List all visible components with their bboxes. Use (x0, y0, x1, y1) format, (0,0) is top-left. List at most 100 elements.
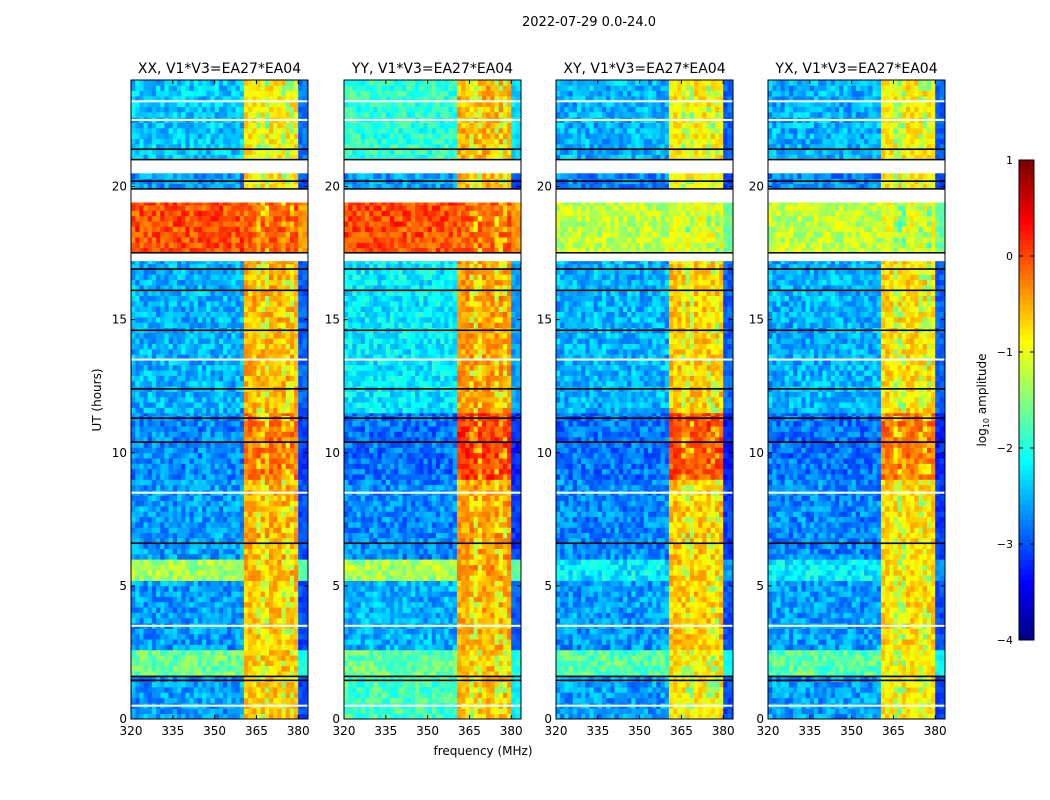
heatmap-cell (273, 237, 278, 243)
heatmap-cell (269, 311, 274, 318)
heatmap-cell (243, 532, 249, 539)
heatmap-cell (273, 183, 278, 190)
heatmap-cell (273, 231, 278, 238)
heatmap-cell (214, 601, 220, 608)
heatmap-cell (172, 311, 178, 318)
heatmap-cell (156, 348, 161, 355)
heatmap-cell (206, 274, 211, 281)
heatmap-cell (164, 649, 169, 656)
heatmap-cell (185, 468, 190, 475)
heatmap-cell (168, 500, 174, 507)
heatmap-cell (181, 317, 186, 323)
heatmap-cell (143, 173, 149, 179)
heatmap-cell (243, 138, 249, 145)
heatmap-cell (264, 474, 270, 480)
heatmap-cell (160, 548, 165, 555)
heatmap-cell (248, 548, 253, 555)
heatmap-cell (231, 458, 236, 464)
heatmap-cell (160, 210, 165, 217)
heatmap-cell (294, 452, 299, 459)
heatmap-cell (197, 112, 203, 118)
heatmap-cell (285, 644, 291, 651)
heatmap-cell (302, 332, 307, 339)
heatmap-cell (298, 601, 303, 608)
heatmap-cell (160, 375, 165, 382)
heatmap-cell (248, 80, 253, 86)
heatmap-cell (252, 569, 257, 576)
heatmap-cell (206, 231, 211, 238)
heatmap-cell (202, 306, 207, 312)
heatmap-cell (235, 676, 241, 683)
heatmap-cell (298, 205, 303, 211)
heatmap-cell (218, 681, 224, 688)
heatmap-cell (160, 537, 165, 544)
heatmap-cell (298, 261, 303, 265)
heatmap-cell (302, 269, 307, 275)
heatmap-cell (214, 617, 220, 624)
heatmap-cell (139, 338, 144, 344)
heatmap-cell (156, 274, 161, 281)
heatmap-cell (189, 585, 195, 592)
heatmap-cell (214, 247, 220, 254)
heatmap-cell (227, 463, 232, 470)
heatmap-cell (156, 143, 161, 150)
heatmap-cell (210, 261, 215, 265)
heatmap-cell (218, 596, 224, 603)
heatmap-cell (189, 306, 195, 312)
heatmap-cell (285, 617, 291, 624)
heatmap-cell (273, 143, 278, 150)
heatmap-cell (223, 80, 228, 86)
heatmap-cell (289, 173, 295, 179)
heatmap-cell (193, 575, 199, 581)
heatmap-cell (281, 226, 287, 233)
heatmap-cell (260, 458, 266, 464)
heatmap-cell (160, 479, 165, 486)
heatmap-cell (281, 553, 287, 560)
heatmap-cell (147, 101, 153, 107)
heatmap-cell (243, 697, 249, 704)
heatmap-cell (214, 338, 220, 344)
heatmap-cell (177, 317, 182, 323)
x-tick-label: 380 (287, 724, 310, 738)
heatmap-cell (193, 138, 199, 145)
heatmap-cell (298, 569, 303, 576)
heatmap-cell (277, 407, 282, 414)
heatmap-cell (143, 380, 149, 387)
heatmap-cell (172, 639, 178, 645)
heatmap-cell (269, 479, 274, 486)
heatmap-cell (185, 564, 190, 571)
heatmap-cell (135, 697, 140, 704)
heatmap-cell (269, 285, 274, 291)
heatmap-cell (239, 205, 245, 211)
heatmap-cell (181, 143, 186, 150)
heatmap-cell (164, 607, 169, 613)
heatmap-cell (302, 564, 307, 571)
heatmap-cell (243, 601, 249, 608)
heatmap-cell (156, 311, 161, 318)
heatmap-cell (269, 80, 274, 86)
heatmap-cell (193, 133, 199, 139)
heatmap-cell (131, 348, 136, 355)
heatmap-cell (177, 649, 182, 656)
heatmap-cell (160, 183, 165, 190)
heatmap-cell (202, 511, 207, 517)
heatmap-cell (147, 133, 153, 139)
heatmap-cell (131, 154, 136, 161)
heatmap-cell (181, 96, 186, 102)
heatmap-cell (243, 237, 249, 243)
heatmap-cell (256, 311, 261, 318)
heatmap-cell (269, 660, 274, 667)
heatmap-cell (248, 644, 253, 651)
heatmap-cell (273, 205, 278, 211)
heatmap-cell (260, 564, 266, 571)
heatmap-cell (281, 343, 287, 350)
heatmap-cell (139, 676, 144, 683)
heatmap-cell (210, 101, 215, 107)
heatmap-cell (231, 639, 236, 645)
heatmap-cell (223, 354, 228, 360)
heatmap-cell (131, 649, 136, 656)
heatmap-cell (252, 317, 257, 323)
heatmap-cell (231, 149, 236, 155)
heatmap-cell (177, 474, 182, 480)
